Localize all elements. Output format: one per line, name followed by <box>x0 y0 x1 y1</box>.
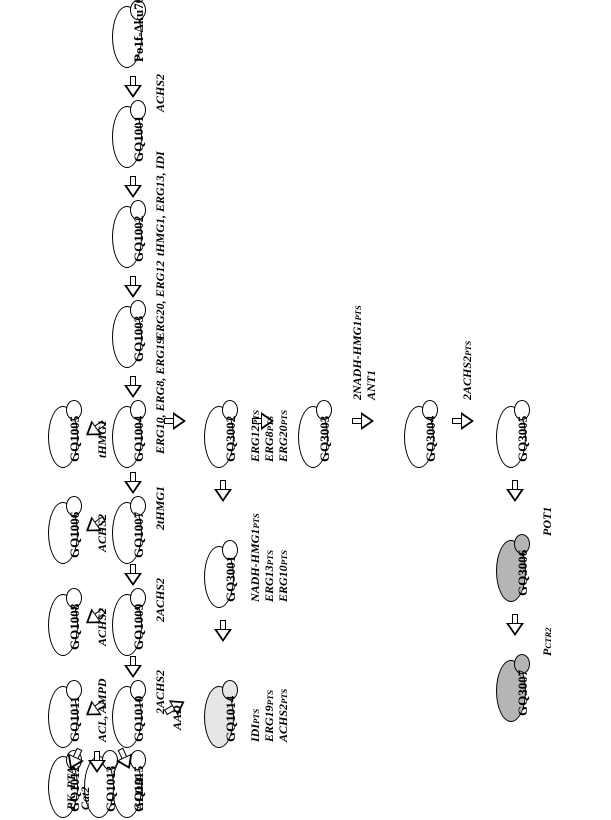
cell-gq1007: GQ1007 <box>112 502 154 562</box>
arr-1004-1007 <box>124 472 142 494</box>
arr-po1f-1001 <box>124 76 142 98</box>
cell-gq1005: GQ1005 <box>48 406 90 466</box>
cell-po1f: Po1f-Δku70 <box>112 6 154 66</box>
cell-label: GQ1009 <box>131 604 147 650</box>
cell-label: GQ3007 <box>515 670 531 716</box>
arr-1001-1002 <box>124 176 142 198</box>
arr-1009-1010 <box>124 656 142 678</box>
cell-label: GQ3005 <box>515 416 531 462</box>
cell-label: GQ1001 <box>131 116 147 162</box>
edge-label: ERG20, ERG12 <box>153 261 168 340</box>
edge-label: PCTR2 <box>540 628 555 656</box>
cell-label: GQ1007 <box>131 512 147 558</box>
cell-gq3005: GQ3005 <box>496 406 538 466</box>
cell-label: GQ1003 <box>131 316 147 362</box>
cell-label: GQ1008 <box>67 604 83 650</box>
edge-label: 2tHMG1 <box>153 486 168 530</box>
arr-3002-3001 <box>214 480 232 502</box>
edge-label: 2NADH-HMG1PTS <box>350 305 365 400</box>
arr-to-1013 <box>88 751 106 773</box>
cell-label: GQ3001 <box>223 556 239 602</box>
edge-label: ACL, AMPD <box>95 678 110 742</box>
edge-label: ACHS2 <box>95 608 110 646</box>
cell-gq3007: GQ3007 <box>496 660 538 720</box>
cell-gq1014: GQ1014 <box>204 686 246 746</box>
edge-label: 2ACHS2 <box>153 670 168 714</box>
edge-label: ACHS2PTS <box>276 689 291 742</box>
edge-label: Cat2 <box>78 787 93 810</box>
cell-gq3001: GQ3001 <box>204 546 246 606</box>
arr-3005-3006 <box>506 480 524 502</box>
cell-label: GQ3002 <box>223 416 239 462</box>
arr-1007-1009 <box>124 564 142 586</box>
edge-label: tHMG1, ERG13, IDI <box>153 151 168 256</box>
edge-label: ERG8PTS <box>262 416 277 462</box>
edge-label: ANT1 <box>364 370 379 400</box>
cell-label: GQ1014 <box>223 696 239 742</box>
arr-3003-3004 <box>352 412 374 430</box>
cell-label: GQ1005 <box>67 416 83 462</box>
arr-3004-3005 <box>452 412 474 430</box>
cell-label: Po1f-Δku70 <box>131 0 147 62</box>
cell-gq1006: GQ1006 <box>48 502 90 562</box>
cell-label: GQ1010 <box>131 696 147 742</box>
edge-label: 2ACHS2 <box>153 578 168 622</box>
cell-gq1004: GQ1004 <box>112 406 154 466</box>
cell-label: GQ3004 <box>423 416 439 462</box>
edge-label: PK, PTA <box>64 767 79 810</box>
edge-label: AAD <box>170 705 185 730</box>
cell-gq1002: GQ1002 <box>112 206 154 266</box>
edge-label: ALDH <box>132 777 147 810</box>
edge-label: POT1 <box>540 507 555 536</box>
cell-label: GQ1002 <box>131 216 147 262</box>
arr-1002-1003 <box>124 276 142 298</box>
cell-gq3002: GQ3002 <box>204 406 246 466</box>
arr-3001-1014 <box>214 620 232 642</box>
edge-label: ERG10, ERG8, ERG19 <box>153 338 168 454</box>
edge-label: ERG12PTS <box>248 410 263 462</box>
cell-gq3003: GQ3003 <box>298 406 340 466</box>
cell-gq1003: GQ1003 <box>112 306 154 366</box>
cell-gq3004: GQ3004 <box>404 406 446 466</box>
cell-gq1001: GQ1001 <box>112 106 154 166</box>
cell-gq1011: GQ1011 <box>48 686 90 746</box>
cell-gq1010: GQ1010 <box>112 686 154 746</box>
cell-label: GQ1006 <box>67 512 83 558</box>
edge-label: ERG20PTS <box>276 410 291 462</box>
edge-label: ERG13PTS <box>262 550 277 602</box>
cell-label: GQ3003 <box>317 416 333 462</box>
edge-label: ACHS2 <box>95 514 110 552</box>
edge-label: tHMG1 <box>95 420 110 458</box>
edge-label: ERG19PTS <box>262 690 277 742</box>
cell-label: GQ1011 <box>67 696 83 742</box>
cell-gq1009: GQ1009 <box>112 594 154 654</box>
edge-label: ERG10PTS <box>276 550 291 602</box>
edge-label: ACHS2 <box>153 74 168 112</box>
cell-label: GQ1004 <box>131 416 147 462</box>
cell-gq1008: GQ1008 <box>48 594 90 654</box>
edge-label: NADH-HMG1PTS <box>248 513 263 602</box>
edge-label: 2ACHS2PTS <box>460 341 475 400</box>
cell-label: GQ3006 <box>515 550 531 596</box>
arr-3006-3007 <box>506 614 524 636</box>
edge-label: IDIPTS <box>248 709 263 742</box>
arr-1003-1004 <box>124 376 142 398</box>
cell-gq3006: GQ3006 <box>496 540 538 600</box>
